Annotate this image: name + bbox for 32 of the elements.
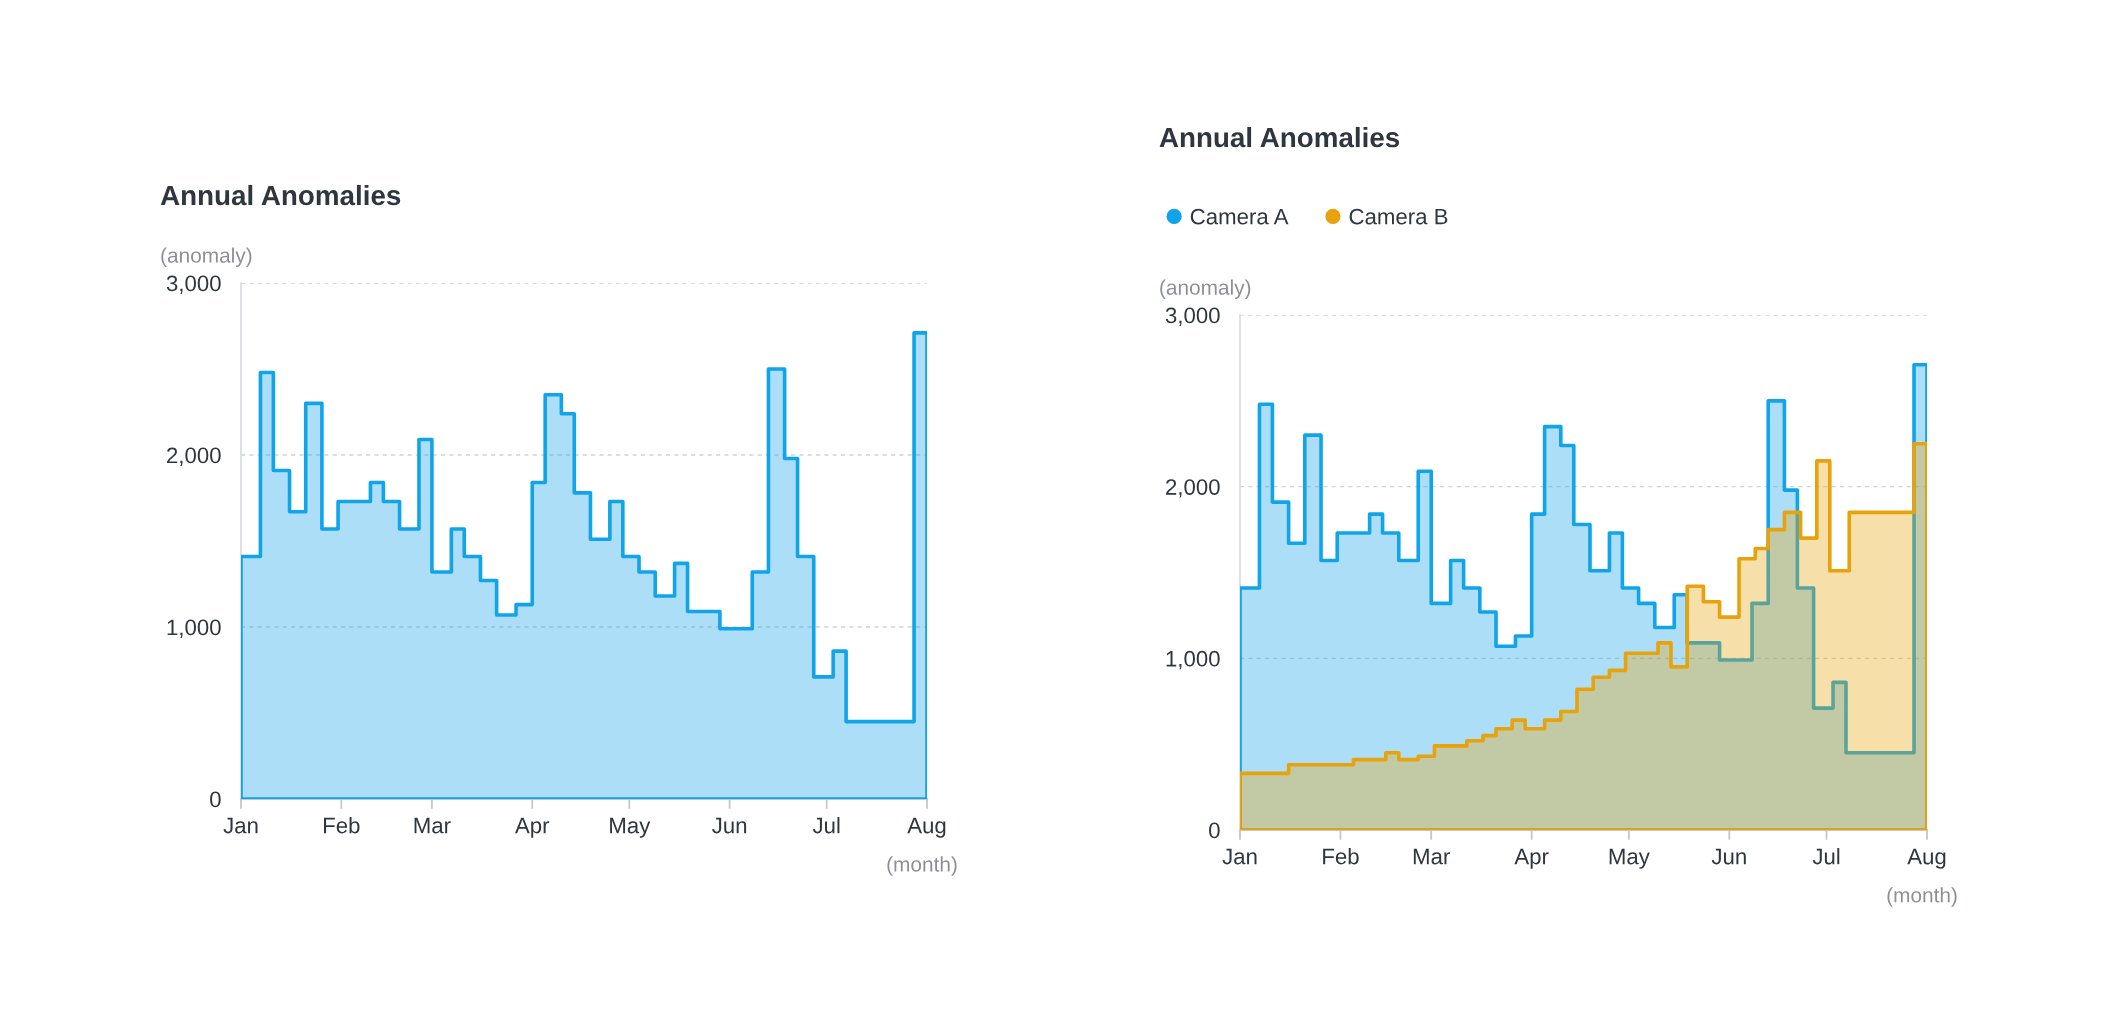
x-tick-label: Mar (1413, 848, 1450, 865)
chart-title: Annual Anomalies (1159, 126, 1400, 148)
y-tick-label: 2,000 (1166, 479, 1220, 498)
x-tick-label: Jul (812, 817, 840, 834)
x-axis-title: (month) (887, 856, 957, 876)
x-tick-label: Mar (414, 817, 451, 834)
y-tick-label: 2,000 (167, 447, 221, 466)
chart-title: Annual Anomalies (160, 184, 401, 206)
x-tick-label: Jan (223, 817, 258, 834)
x-tick-label: Feb (323, 817, 360, 834)
y-tick-label: 1,000 (167, 619, 221, 638)
x-tick-label: Jun (712, 817, 747, 834)
x-tick-label: May (610, 817, 651, 838)
y-tick-label: 3,000 (166, 275, 221, 294)
x-tick-label: Aug (1907, 848, 1946, 869)
x-axis-title: (month) (1887, 887, 1957, 907)
y-tick-label: 3,000 (1165, 307, 1220, 326)
y-tick-label: 0 (210, 791, 221, 808)
legend-label: Camera B (1349, 208, 1448, 225)
x-tick-label: Jan (1222, 848, 1257, 865)
x-tick-label: Jul (1812, 848, 1840, 865)
y-tick-label: 0 (1209, 822, 1220, 839)
y-axis-title: (anomaly) (161, 247, 252, 267)
x-tick-label: Jun (1711, 848, 1746, 865)
x-tick-label: May (1609, 848, 1650, 869)
x-tick-label: Feb (1323, 848, 1359, 865)
y-tick-label: 1,000 (1166, 650, 1220, 670)
x-tick-label: Apr (514, 817, 550, 838)
x-tick-label: Aug (907, 817, 946, 838)
legend-label: Camera A (1190, 208, 1289, 225)
x-tick-label: Apr (1514, 848, 1549, 869)
y-axis-title: (anomaly) (1160, 279, 1251, 299)
